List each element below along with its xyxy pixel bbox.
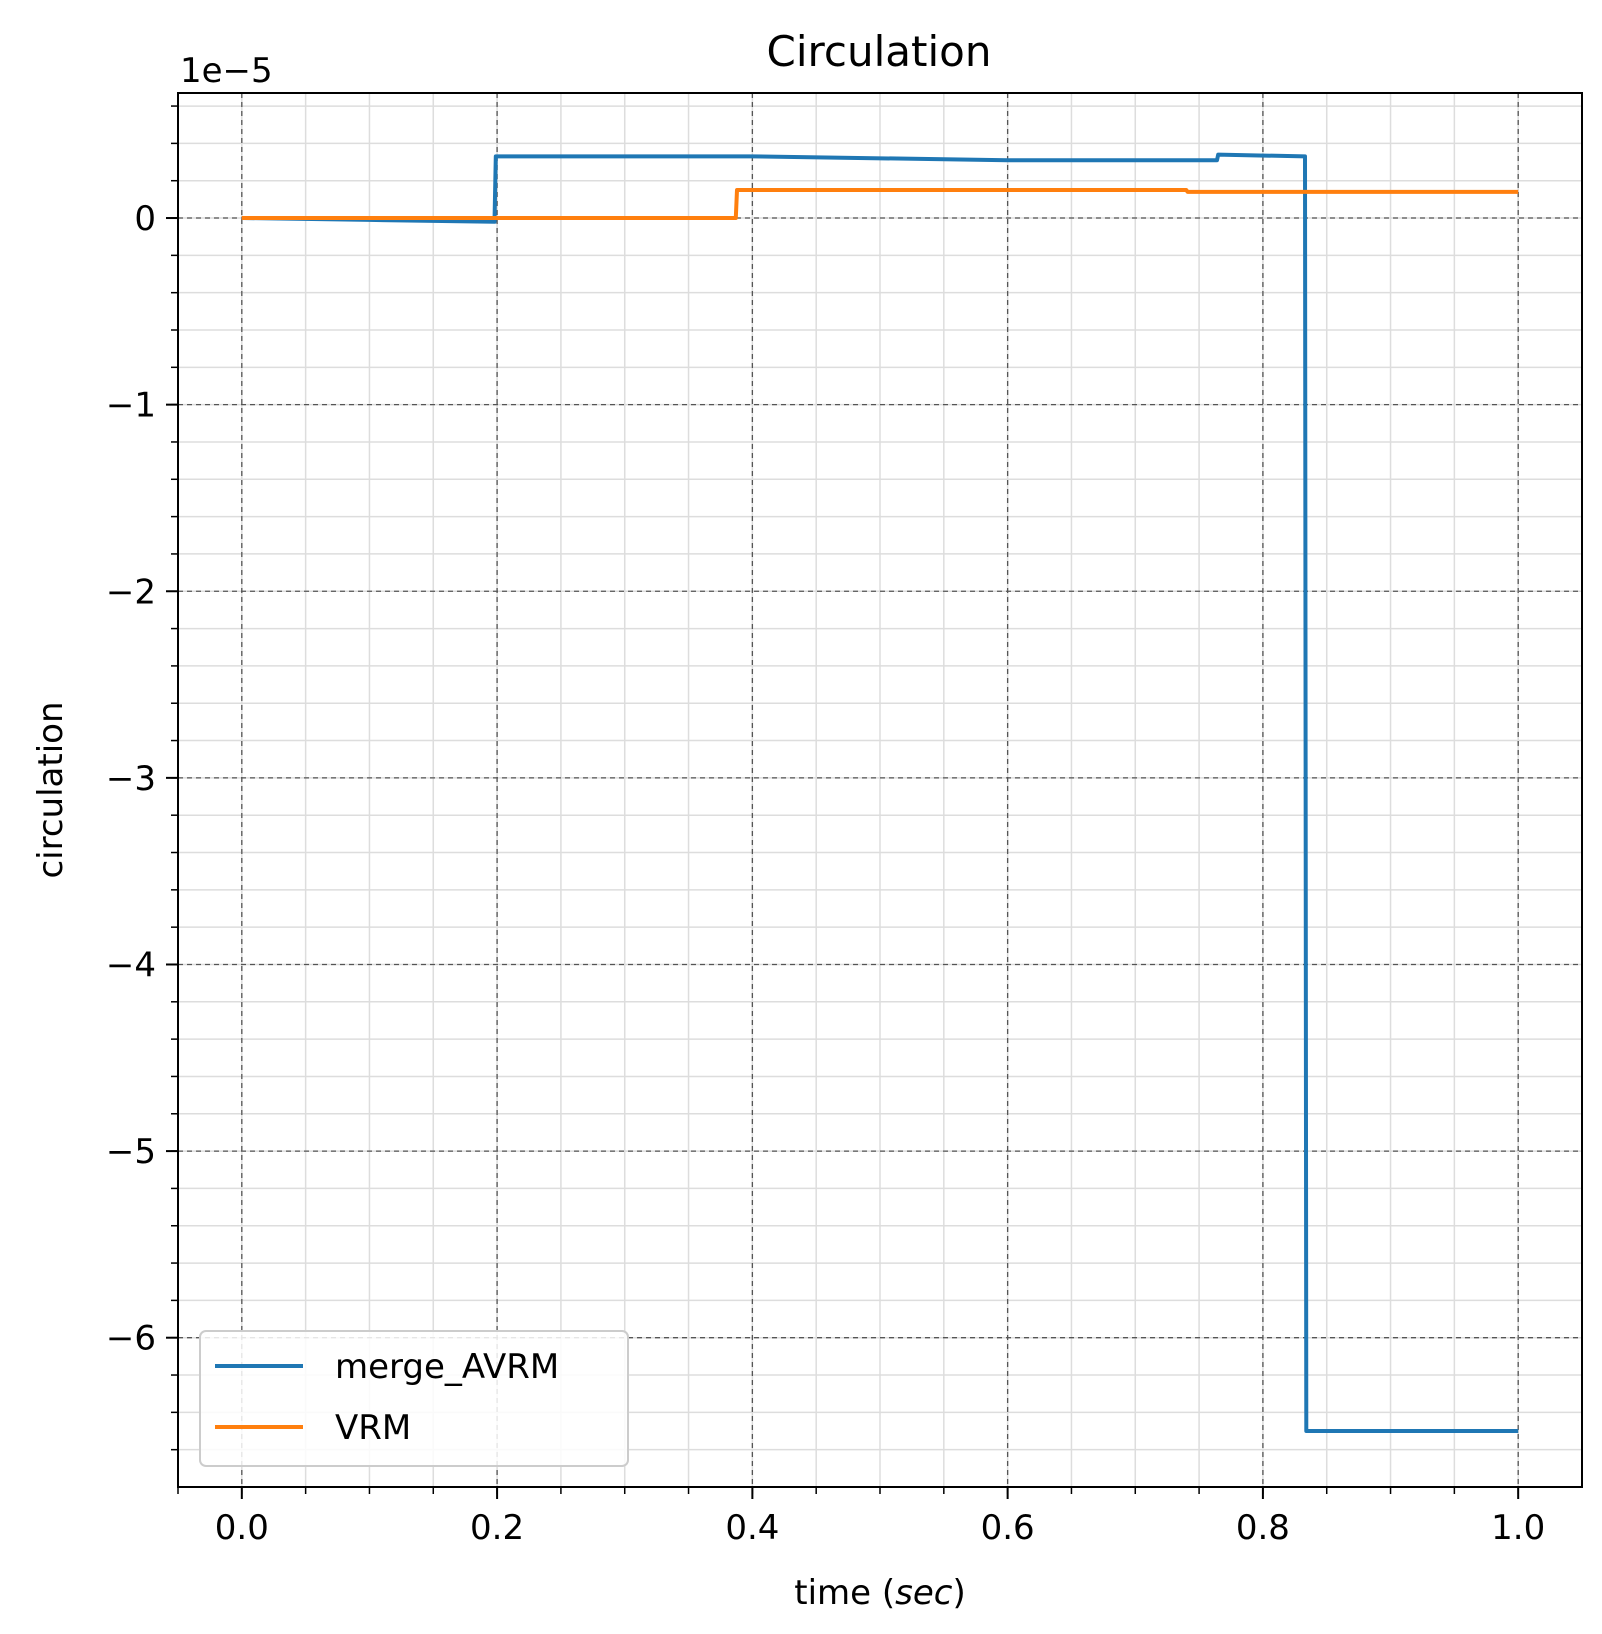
y-tick-label: −1 (106, 386, 156, 426)
y-tick-label: 0 (134, 199, 156, 239)
legend-label-vrm: VRM (335, 1408, 411, 1448)
x-tick-label: 0.6 (981, 1508, 1035, 1548)
x-tick-label: 0.0 (215, 1508, 269, 1548)
chart-title: Circulation (767, 27, 992, 76)
x-tick-label: 0.4 (725, 1508, 779, 1548)
y-tick-label: −2 (106, 572, 156, 612)
legend-box (199, 1330, 629, 1467)
major-grid (178, 93, 1582, 1487)
series-line-vrm (241, 188, 1519, 220)
y-tick-label: −6 (106, 1319, 156, 1359)
y-axis-label: circulation (31, 701, 71, 878)
legend-label-merge-avrm: merge_AVRM (335, 1347, 559, 1387)
axis-tick-labels: 0.0 0.2 0.4 0.6 0.8 1.0 0 −1 −2 −3 −4 −5 −6 (106, 199, 1545, 1548)
x-tick-label: 0.2 (470, 1508, 524, 1548)
x-axis-label-close: ) (952, 1573, 965, 1613)
x-axis-label: time (sec) (794, 1573, 965, 1613)
series-line-merge-avrm (241, 152, 1519, 1433)
y-tick-label: −5 (106, 1132, 156, 1172)
x-tick-label: 1.0 (1491, 1508, 1545, 1548)
y-tick-label: −3 (106, 759, 156, 799)
minor-grid (177, 93, 1582, 1487)
series-layer (241, 152, 1519, 1433)
legend: merge_AVRM VRM (199, 1330, 629, 1467)
x-tick-label: 0.8 (1236, 1508, 1290, 1548)
axis-ticks (166, 105, 1520, 1499)
y-tick-label: −4 (106, 945, 156, 985)
x-axis-label-unit: sec (895, 1573, 953, 1613)
y-offset-label: 1e−5 (180, 51, 273, 91)
x-axis-label-main: time ( (794, 1573, 895, 1613)
